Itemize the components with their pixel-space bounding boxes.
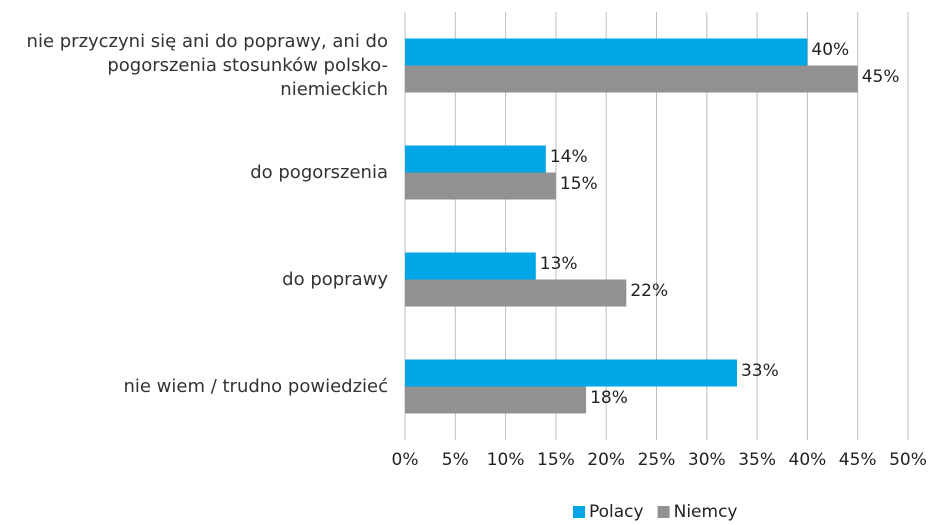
x-tick-label: 20% [587, 450, 625, 470]
bar [405, 172, 556, 200]
value-label: 13% [540, 254, 578, 274]
x-tick-label: 15% [537, 450, 575, 470]
value-label: 14% [550, 147, 588, 167]
x-tick-label: 0% [392, 450, 419, 470]
value-label: 15% [560, 174, 598, 194]
x-tick-label: 30% [688, 450, 726, 470]
bar [405, 145, 546, 173]
x-tick-label: 10% [487, 450, 525, 470]
legend-swatch [657, 506, 670, 518]
x-tick-label: 25% [638, 450, 676, 470]
x-tick-label: 45% [839, 450, 877, 470]
value-label: 22% [630, 281, 668, 301]
value-label: 33% [741, 361, 779, 381]
legend-label: Polacy [589, 502, 644, 522]
category-label: do poprawy [282, 268, 388, 290]
value-label: 40% [811, 40, 849, 60]
x-tick-label: 40% [789, 450, 827, 470]
bar [405, 252, 536, 280]
value-label: 18% [590, 388, 628, 408]
value-label: 45% [862, 67, 900, 87]
bar [405, 386, 587, 414]
category-label: nie przyczyni się ani do poprawy, ani do… [26, 30, 388, 100]
category-label: do pogorszenia [250, 161, 388, 183]
x-tick-label: 50% [889, 450, 927, 470]
bar [405, 65, 858, 93]
bar [405, 279, 627, 307]
bar [405, 38, 808, 66]
x-tick-label: 5% [442, 450, 469, 470]
x-tick-label: 35% [738, 450, 776, 470]
legend-swatch [573, 506, 585, 518]
bar [405, 359, 737, 387]
category-label: nie wiem / trudno powiedzieć [123, 375, 388, 397]
legend-label: Niemcy [674, 502, 738, 522]
